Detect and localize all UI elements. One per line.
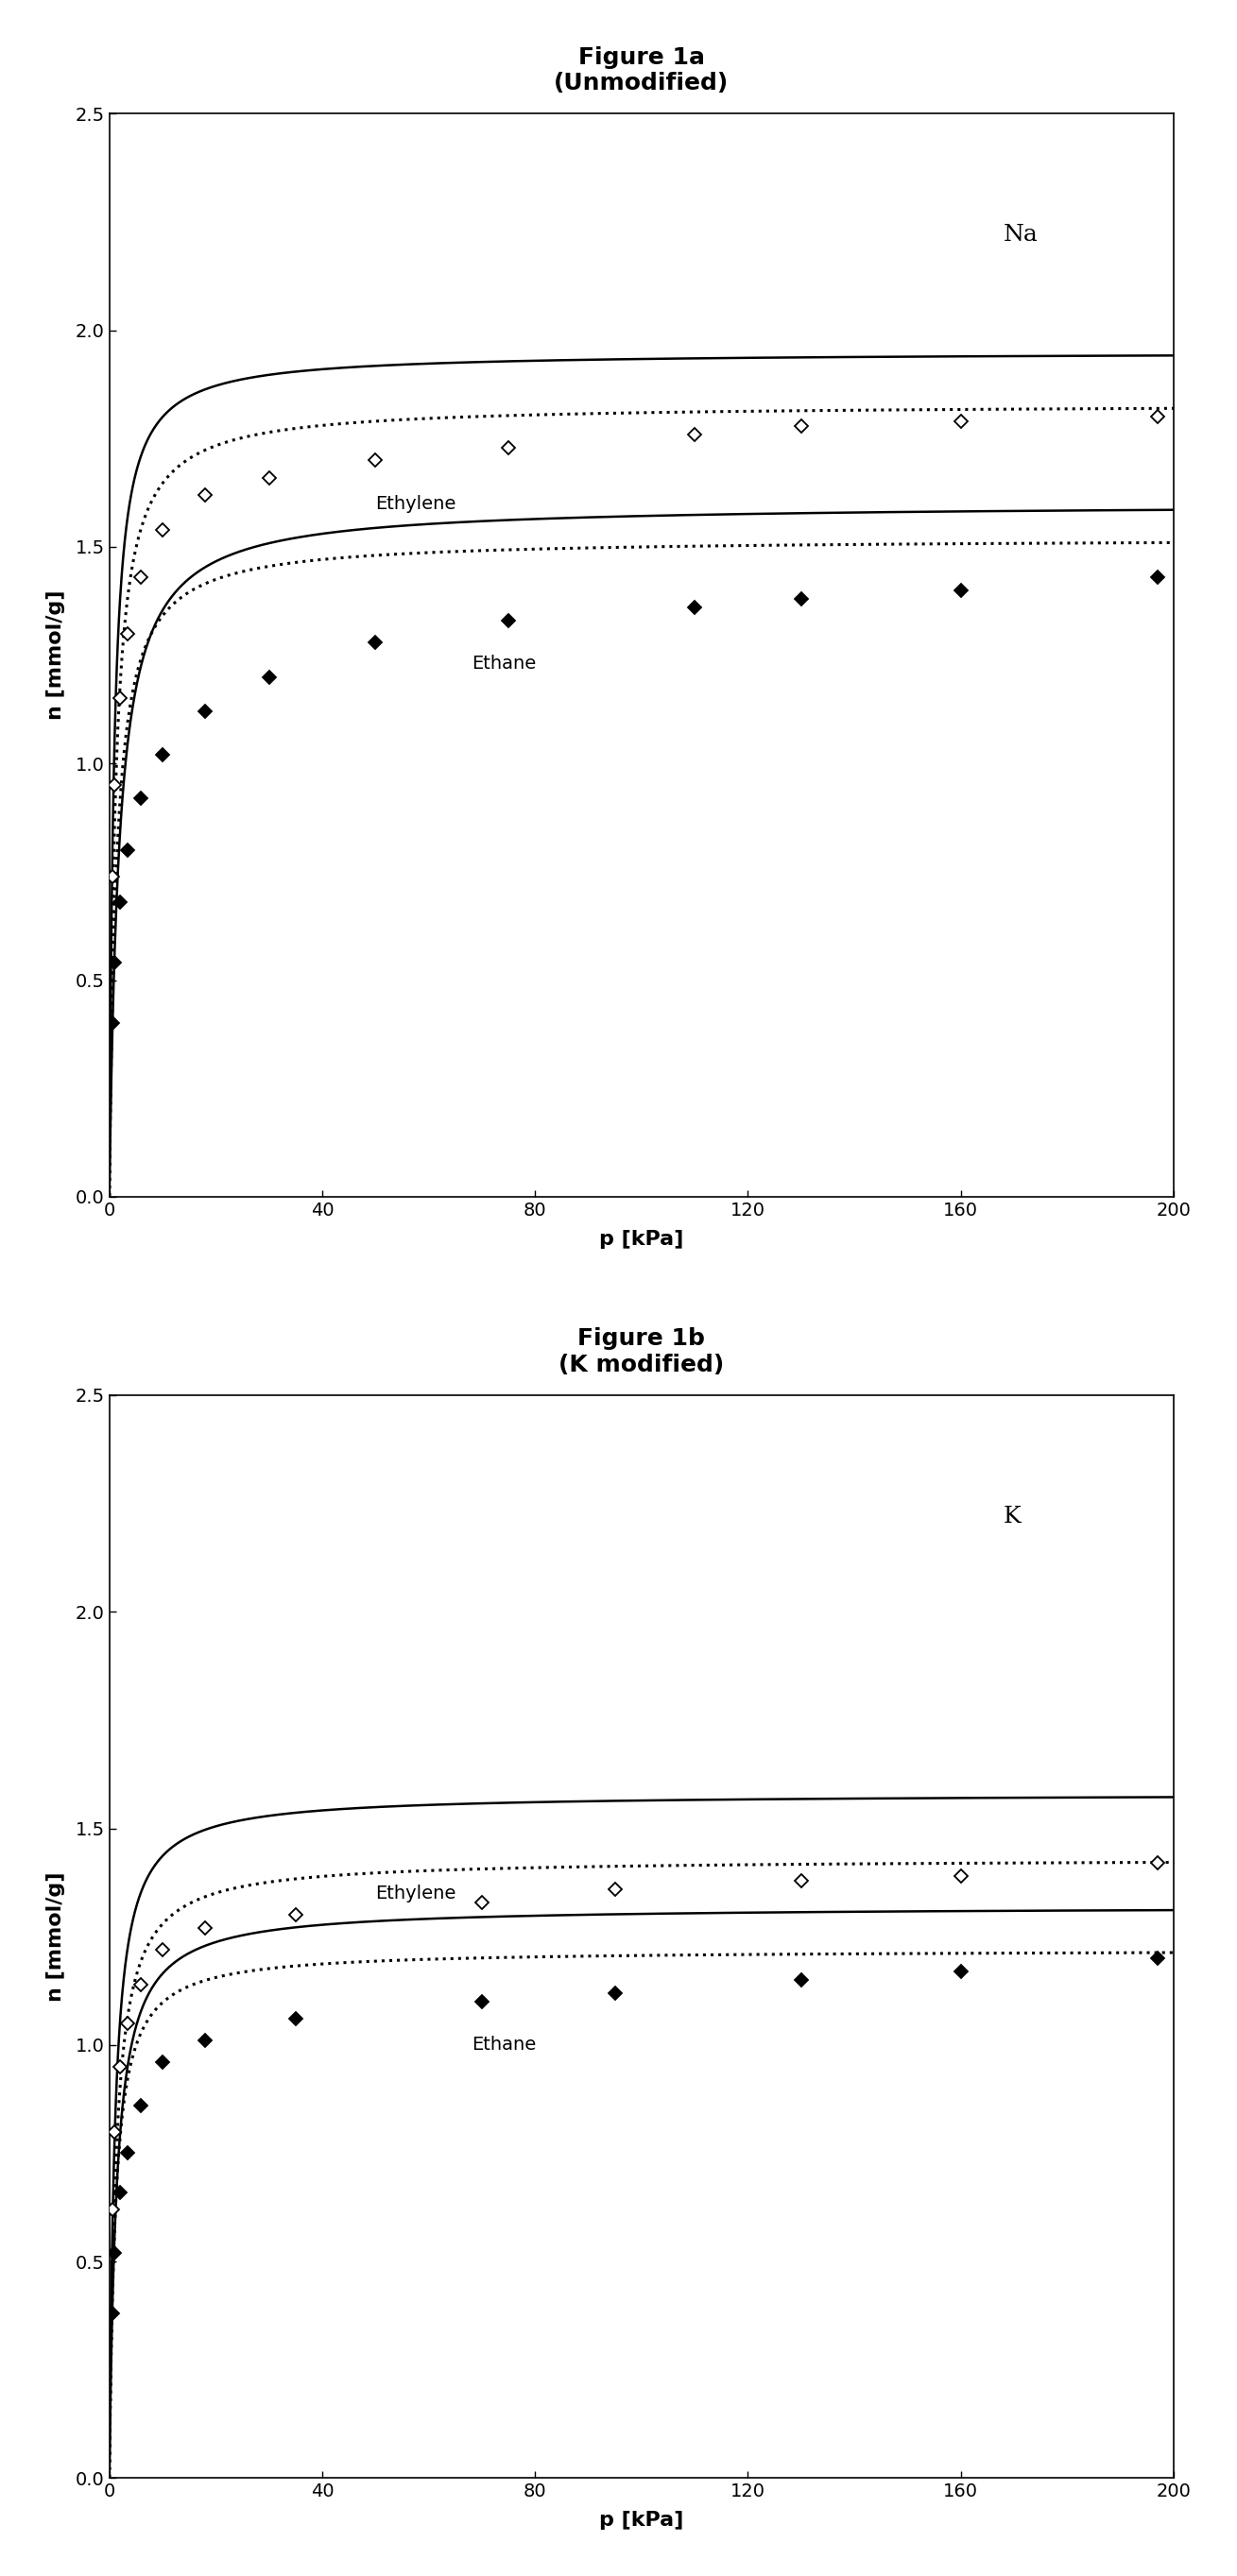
Title: Figure 1b
(K modified): Figure 1b (K modified) [559, 1327, 725, 1376]
Title: Figure 1a
(Unmodified): Figure 1a (Unmodified) [554, 46, 729, 95]
Text: Ethylene: Ethylene [375, 1886, 456, 1901]
Text: Ethane: Ethane [471, 2035, 536, 2053]
Text: Na: Na [1003, 224, 1038, 245]
Text: K: K [1003, 1504, 1021, 1528]
Y-axis label: n [mmol/g]: n [mmol/g] [46, 1873, 64, 2002]
Text: Ethane: Ethane [471, 654, 536, 672]
Y-axis label: n [mmol/g]: n [mmol/g] [46, 590, 64, 721]
Text: Ethylene: Ethylene [375, 495, 456, 513]
X-axis label: p [kPa]: p [kPa] [599, 1229, 684, 1249]
X-axis label: p [kPa]: p [kPa] [599, 2512, 684, 2530]
